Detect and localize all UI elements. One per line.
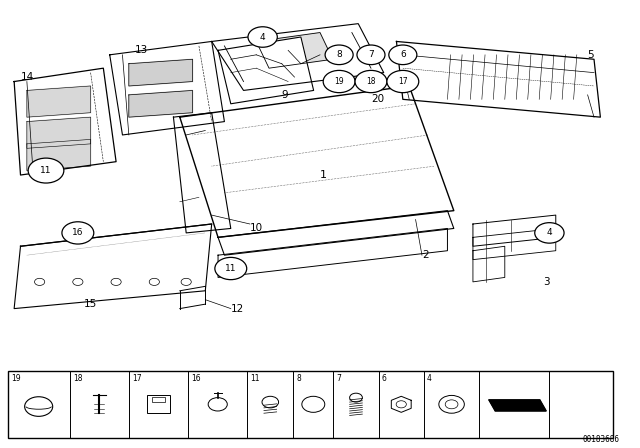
Text: 7: 7 bbox=[337, 375, 342, 383]
Text: 7: 7 bbox=[368, 50, 374, 59]
Bar bbox=[152, 397, 165, 402]
Polygon shape bbox=[27, 86, 91, 117]
Text: 8: 8 bbox=[296, 375, 301, 383]
Polygon shape bbox=[473, 215, 556, 246]
Circle shape bbox=[535, 223, 564, 243]
Circle shape bbox=[387, 70, 419, 93]
Circle shape bbox=[215, 258, 246, 280]
Circle shape bbox=[325, 45, 353, 65]
Text: 18: 18 bbox=[73, 375, 83, 383]
Text: 19: 19 bbox=[334, 77, 344, 86]
Text: 11: 11 bbox=[40, 166, 52, 175]
Text: 16: 16 bbox=[191, 375, 201, 383]
Text: 00183686: 00183686 bbox=[582, 435, 620, 444]
Text: 20: 20 bbox=[371, 95, 384, 104]
Polygon shape bbox=[129, 90, 193, 117]
Polygon shape bbox=[173, 113, 231, 233]
Text: 9: 9 bbox=[282, 90, 289, 100]
Circle shape bbox=[323, 70, 355, 93]
Polygon shape bbox=[27, 117, 91, 148]
Polygon shape bbox=[212, 24, 384, 90]
Polygon shape bbox=[27, 139, 91, 171]
Polygon shape bbox=[489, 400, 546, 411]
Circle shape bbox=[357, 45, 385, 65]
Polygon shape bbox=[473, 228, 556, 260]
Polygon shape bbox=[396, 42, 600, 117]
Circle shape bbox=[355, 70, 387, 93]
Text: 13: 13 bbox=[135, 45, 148, 56]
Text: 2: 2 bbox=[422, 250, 429, 260]
Text: 14: 14 bbox=[20, 72, 34, 82]
Polygon shape bbox=[256, 33, 333, 68]
Text: 19: 19 bbox=[11, 375, 20, 383]
Text: 12: 12 bbox=[231, 304, 244, 314]
Polygon shape bbox=[218, 228, 447, 277]
Text: 16: 16 bbox=[72, 228, 84, 237]
Text: 3: 3 bbox=[543, 277, 550, 287]
Text: 17: 17 bbox=[398, 77, 408, 86]
Text: 4: 4 bbox=[427, 375, 432, 383]
Polygon shape bbox=[180, 86, 454, 237]
Text: 17: 17 bbox=[132, 375, 141, 383]
Bar bbox=[8, 371, 613, 438]
Polygon shape bbox=[218, 211, 454, 255]
Polygon shape bbox=[109, 42, 225, 135]
Polygon shape bbox=[218, 37, 314, 104]
Text: 8: 8 bbox=[336, 50, 342, 59]
Text: 11: 11 bbox=[225, 264, 237, 273]
Text: 15: 15 bbox=[84, 299, 97, 309]
Text: 4: 4 bbox=[547, 228, 552, 237]
Text: 18: 18 bbox=[366, 77, 376, 86]
Text: 10: 10 bbox=[250, 224, 263, 233]
Polygon shape bbox=[129, 59, 193, 86]
Text: 5: 5 bbox=[588, 50, 595, 60]
Circle shape bbox=[28, 158, 64, 183]
Polygon shape bbox=[391, 396, 411, 412]
Polygon shape bbox=[14, 224, 212, 309]
Text: 6: 6 bbox=[382, 375, 387, 383]
Text: 1: 1 bbox=[320, 170, 327, 180]
Text: 6: 6 bbox=[400, 50, 406, 59]
Text: 11: 11 bbox=[250, 375, 260, 383]
Circle shape bbox=[248, 27, 277, 47]
Text: 4: 4 bbox=[260, 33, 266, 42]
Circle shape bbox=[389, 45, 417, 65]
Circle shape bbox=[62, 222, 94, 244]
Polygon shape bbox=[473, 246, 505, 282]
Polygon shape bbox=[14, 68, 116, 175]
Bar bbox=[147, 396, 170, 413]
